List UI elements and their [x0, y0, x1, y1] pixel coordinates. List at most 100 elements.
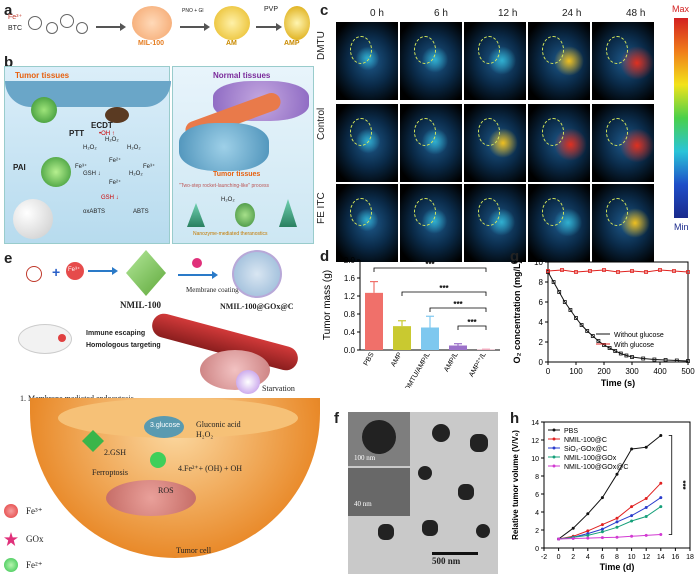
data-point	[574, 316, 578, 320]
arrow-icon-3	[256, 23, 282, 31]
heatmap-cell	[464, 22, 526, 100]
btc-molecule-icon-3	[60, 14, 74, 28]
mil100-label: MIL-100	[138, 40, 165, 47]
data-point	[630, 514, 634, 518]
tem-particle-4	[458, 484, 474, 500]
series-line	[558, 482, 662, 540]
x-axis-label: Time (d)	[600, 562, 635, 572]
x-tick-label: 6	[600, 554, 604, 561]
roi-ellipse	[542, 198, 564, 226]
normal-tissues-title: Normal tissues	[213, 71, 271, 80]
panel-label-g: g	[510, 248, 520, 265]
data-point	[586, 512, 590, 516]
ferroptosis-label: Ferroptosis	[92, 468, 128, 477]
significance-label: ***	[439, 284, 449, 293]
data-point	[644, 515, 648, 518]
scale-bar	[432, 552, 478, 555]
nanozyme-label: Nanozyme-mediated theranostics	[193, 231, 268, 237]
fe3-label: Fe³⁺	[75, 164, 88, 170]
y-tick-label: 0	[539, 358, 544, 367]
arrow-icon-e1	[88, 267, 118, 275]
data-point	[616, 270, 620, 274]
panel-a-scheme: Fe³⁺ BTC MIL-100 PNO + Gl AM PVP AMP	[0, 0, 312, 50]
legend-fe3: Fe³⁺	[26, 506, 43, 516]
nanoparticle-2	[41, 157, 71, 187]
homologous-targeting-label: Homologous targeting	[86, 342, 161, 349]
y-axis-label: O₂ concentration (mg/L)	[512, 260, 522, 363]
btc-molecule-icon-4	[76, 22, 88, 34]
product-label: NMIL-100@GOx@C	[220, 302, 294, 311]
data-point	[600, 496, 604, 500]
legend-marker	[552, 446, 556, 450]
gox-icon	[192, 258, 202, 268]
btc-molecule-icon-2	[46, 22, 58, 34]
rocket-icon	[187, 203, 205, 227]
data-point	[644, 497, 648, 500]
significance-label: ***	[678, 480, 687, 490]
colorbar-min-label: Min	[674, 222, 689, 232]
y-axis-label: Tumor mass (g)	[322, 270, 333, 340]
chart-g-svg: 0 100 200 300 400 500 0 2 4 6 8 10 Time (s) O₂ concen…	[512, 258, 695, 388]
tem-particle	[432, 424, 450, 442]
btc-molecule	[20, 260, 48, 288]
heatmap-cell	[528, 104, 590, 182]
data-point	[641, 356, 646, 361]
legend-label: NMIL-100@GOx@C	[564, 464, 628, 471]
fe3-reagent-label: Fe³⁺	[8, 14, 23, 21]
data-point	[560, 268, 564, 272]
data-point	[557, 290, 562, 294]
fe2-legend-icon	[4, 558, 18, 572]
time-label-0: 0 h	[370, 8, 384, 19]
series-line	[547, 271, 689, 362]
data-point	[615, 525, 619, 529]
heatmap-cell	[464, 104, 526, 182]
data-point	[568, 308, 573, 312]
heatmap-cell	[528, 184, 590, 262]
significance-label: ***	[467, 318, 477, 327]
data-point	[630, 269, 634, 273]
heatmap-cell	[592, 22, 654, 100]
x-tick-label: 8	[615, 554, 619, 561]
data-point	[600, 530, 604, 534]
legend-fe2: Fe²⁺	[26, 560, 43, 570]
x-tick-label: 400	[653, 367, 667, 376]
legend-label: PBS	[564, 428, 578, 435]
data-point	[644, 506, 648, 509]
y-tick-label: 12	[531, 438, 539, 445]
y-tick-label: 6	[539, 298, 544, 307]
data-point	[630, 519, 634, 523]
data-point	[585, 329, 590, 333]
scale-label-100nm: 100 nm	[354, 454, 376, 462]
tumor-cells	[179, 123, 269, 171]
arrow-icon-e2	[178, 271, 218, 279]
row-label-dmtu: DMTU	[316, 31, 327, 60]
roi-ellipse	[478, 118, 500, 146]
roi-ellipse	[414, 198, 436, 226]
data-point	[630, 447, 634, 451]
data-point	[600, 523, 604, 527]
x-tick-label: 4	[586, 554, 590, 561]
roi-ellipse	[414, 118, 436, 146]
ros-label: ROS	[158, 486, 174, 495]
amp-label: AMP	[284, 40, 300, 47]
x-tick-label: 10	[628, 554, 636, 561]
x-tick-label: 0	[546, 367, 551, 376]
x-tick-label: 0	[557, 554, 561, 561]
arrow-icon	[96, 23, 126, 31]
data-point	[602, 268, 606, 272]
gsh-label-1: GSH ↓	[83, 171, 101, 177]
y-tick-label: 1.2	[344, 292, 356, 301]
nanoparticle	[31, 97, 57, 123]
fe3-ion	[66, 262, 84, 280]
data-point	[659, 434, 663, 437]
y-axis-label: Relative tumor volume (V/V₀)	[511, 430, 520, 540]
x-tick-label: PBS	[363, 351, 376, 367]
series-line	[558, 435, 662, 540]
data-point	[659, 505, 663, 509]
mil100-particle	[132, 6, 172, 40]
data-point	[644, 270, 648, 274]
tumor-tissues-title-2: Tumor tissues	[213, 171, 261, 178]
time-label-2: 12 h	[498, 8, 518, 19]
row-label-feitc: FE ITC	[316, 192, 327, 224]
panel-label-e: e	[4, 250, 13, 267]
